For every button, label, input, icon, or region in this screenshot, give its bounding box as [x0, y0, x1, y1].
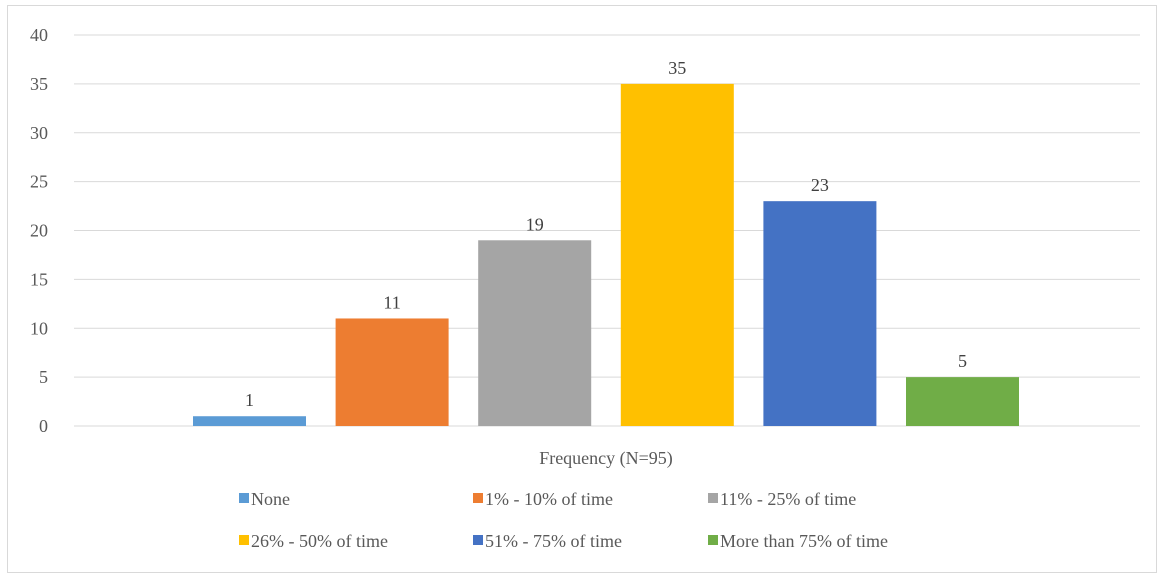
- legend-label: 1% - 10% of time: [485, 489, 613, 509]
- data-label: 5: [958, 351, 967, 371]
- data-label: 11: [383, 292, 400, 312]
- y-tick-label: 40: [30, 25, 48, 45]
- legend-label: More than 75% of time: [720, 531, 888, 551]
- y-tick-label: 0: [39, 416, 48, 436]
- data-label: 23: [811, 175, 829, 195]
- legend-label: None: [251, 489, 290, 509]
- x-category-label: Frequency (N=95): [539, 448, 673, 469]
- y-tick-label: 5: [39, 367, 48, 387]
- data-label: 35: [668, 58, 686, 78]
- data-label: 19: [526, 214, 544, 234]
- y-tick-label: 20: [30, 221, 48, 241]
- legend-swatch: [708, 535, 718, 545]
- legend-swatch: [239, 493, 249, 503]
- legend-swatch: [473, 493, 483, 503]
- y-tick-label: 35: [30, 74, 48, 94]
- legend-label: 11% - 25% of time: [720, 489, 856, 509]
- bar[interactable]: [335, 318, 449, 426]
- data-label: 1: [245, 390, 254, 410]
- bar[interactable]: [193, 416, 306, 426]
- legend-swatch: [708, 493, 718, 503]
- legend-label: 26% - 50% of time: [251, 531, 388, 551]
- legend-swatch: [239, 535, 249, 545]
- y-tick-label: 10: [30, 318, 48, 338]
- bar[interactable]: [763, 201, 877, 426]
- bar[interactable]: [478, 240, 592, 426]
- bar[interactable]: [906, 377, 1019, 426]
- y-tick-label: 30: [30, 123, 48, 143]
- legend-swatch: [473, 535, 483, 545]
- y-tick-label: 15: [30, 269, 48, 289]
- y-tick-label: 25: [30, 172, 48, 192]
- bar[interactable]: [620, 83, 734, 426]
- legend-label: 51% - 75% of time: [485, 531, 622, 551]
